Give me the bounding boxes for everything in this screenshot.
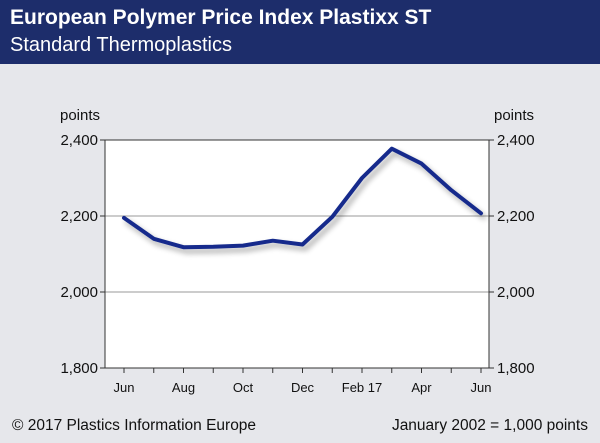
x-tick-label: Jun (471, 380, 492, 395)
x-tick-label: Feb 17 (342, 380, 382, 395)
y-tick-label-right: 2,000 (497, 284, 535, 301)
y-tick-label-left: 2,400 (60, 132, 98, 149)
y-tick-label-right: 1,800 (497, 360, 535, 377)
chart-title: European Polymer Price Index Plastixx ST (10, 6, 432, 29)
x-tick-label: Oct (233, 380, 254, 395)
copyright-note: © 2017 Plastics Information Europe (12, 417, 257, 434)
x-tick-label: Aug (172, 380, 195, 395)
y-tick-label-left: 2,200 (60, 208, 98, 225)
x-tick-label: Apr (411, 380, 432, 395)
chart-header: European Polymer Price Index Plastixx ST… (0, 0, 600, 64)
y-tick-label-right: 2,200 (497, 208, 535, 225)
x-tick-label: Jun (114, 380, 135, 395)
y-axis-label-left: points (60, 107, 100, 124)
y-tick-label-left: 1,800 (60, 360, 98, 377)
plot-frame (104, 139, 490, 369)
series-line (122, 146, 483, 250)
y-axis-label-right: points (494, 107, 534, 124)
y-tick-label-right: 2,400 (497, 132, 535, 149)
base-note: January 2002 = 1,000 points (391, 417, 588, 434)
plot-area (105, 140, 489, 368)
chart-subtitle: Standard Thermoplastics (10, 34, 232, 56)
y-tick-label-left: 2,000 (60, 284, 98, 301)
x-tick-label: Dec (291, 380, 315, 395)
